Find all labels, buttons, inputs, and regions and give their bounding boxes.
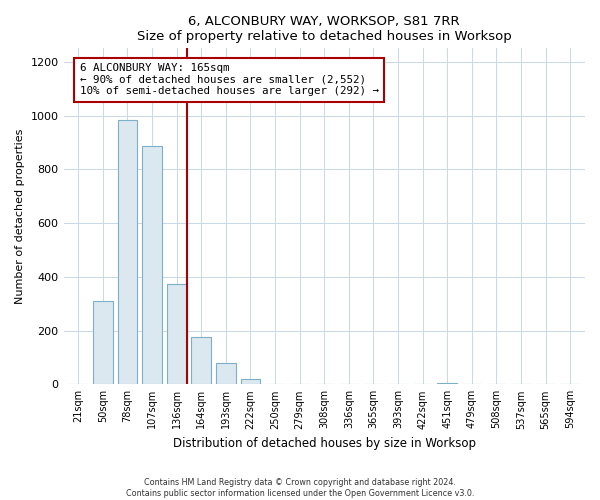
Bar [241,379,260,384]
Y-axis label: Number of detached properties: Number of detached properties [15,128,25,304]
Bar [142,146,162,384]
Bar [118,120,137,384]
Bar [437,383,457,384]
Bar [167,284,187,384]
Bar [216,363,236,384]
Title: 6, ALCONBURY WAY, WORKSOP, S81 7RR
Size of property relative to detached houses : 6, ALCONBURY WAY, WORKSOP, S81 7RR Size … [137,15,512,43]
X-axis label: Distribution of detached houses by size in Worksop: Distribution of detached houses by size … [173,437,476,450]
Text: 6 ALCONBURY WAY: 165sqm
← 90% of detached houses are smaller (2,552)
10% of semi: 6 ALCONBURY WAY: 165sqm ← 90% of detache… [80,63,379,96]
Bar [93,301,113,384]
Bar [191,338,211,384]
Text: Contains HM Land Registry data © Crown copyright and database right 2024.
Contai: Contains HM Land Registry data © Crown c… [126,478,474,498]
